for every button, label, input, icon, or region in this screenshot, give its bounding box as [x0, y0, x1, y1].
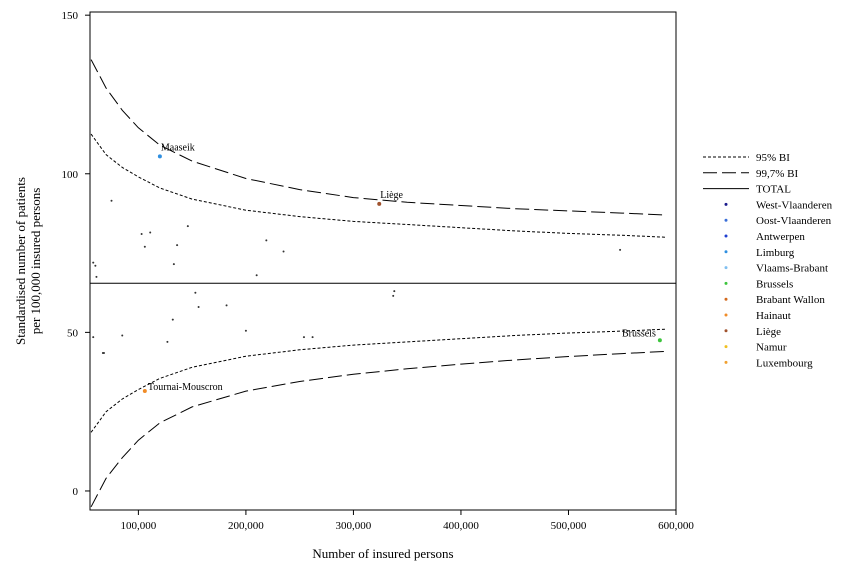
data-point: [392, 294, 395, 297]
x-tick-label: 400,000: [443, 520, 479, 532]
data-point-highlighted: [142, 389, 147, 394]
data-point-highlighted: [377, 201, 382, 206]
legend-label: Limburg: [756, 247, 795, 259]
legend-dot-swatch: [724, 234, 728, 238]
legend-dot-swatch: [724, 329, 728, 333]
legend: 95% BI 99,7% BI TOTAL West-Vlaanderen Oost-V…: [703, 152, 833, 369]
data-point: [110, 199, 113, 202]
legend-dot-swatch: [724, 266, 728, 270]
data-point: [255, 274, 258, 277]
data-point: [282, 250, 285, 253]
plot-frame: [89, 11, 677, 511]
legend-label: TOTAL: [756, 184, 791, 196]
legend-label: Brussels: [756, 278, 793, 290]
legend-label: Antwerpen: [756, 231, 805, 243]
legend-dot-swatch: [724, 250, 728, 254]
data-point: [92, 336, 95, 339]
data-point: [92, 261, 95, 264]
data-point: [172, 263, 175, 266]
data-point: [95, 275, 98, 278]
data-point: [302, 336, 305, 339]
x-axis-label: Number of insured persons: [312, 546, 453, 561]
ci997-lower-line: [90, 350, 666, 508]
data-point-label: Liège: [380, 190, 403, 201]
x-tick-label: 100,000: [121, 520, 157, 532]
data-point: [102, 351, 105, 354]
data-point: [166, 340, 169, 343]
y-axis-label-line-2: per 100,000 insured persons: [28, 188, 43, 335]
data-point-highlighted: [657, 338, 662, 343]
x-tick-label: 300,000: [336, 520, 372, 532]
ci997-upper-line: [90, 59, 666, 216]
data-point: [176, 244, 179, 247]
legend-dot-swatch: [724, 345, 728, 349]
x-tick-label: 600,000: [658, 520, 694, 532]
y-tick-label: 0: [73, 486, 79, 498]
legend-label: Brabant Wallon: [756, 294, 825, 306]
data-point: [311, 336, 314, 339]
data-point: [143, 245, 146, 248]
legend-label: Oost-Vlaanderen: [756, 215, 832, 227]
data-point: [94, 264, 97, 267]
x-tick-label: 200,000: [228, 520, 264, 532]
ci95-upper-line: [90, 133, 666, 238]
x-axis: 100,000 200,000 300,000 400,000 500,000 600,0…: [121, 510, 694, 532]
data-point: [265, 239, 268, 242]
data-point-label: Maaseik: [161, 142, 195, 153]
legend-label: Luxembourg: [756, 357, 813, 369]
legend-label: 99,7% BI: [756, 168, 799, 180]
legend-label: West-Vlaanderen: [756, 199, 833, 211]
plot-area: Maaseik Liège Brussels Tournai-Mouscron: [90, 59, 676, 508]
data-point: [121, 334, 124, 337]
data-point-label: Brussels: [622, 328, 656, 339]
y-axis: 0 50 100 150: [62, 10, 90, 498]
data-point: [140, 233, 143, 236]
legend-dot-swatch: [724, 218, 728, 222]
y-tick-label: 150: [62, 10, 79, 22]
y-axis-label: Standardised number of patients per 100,…: [13, 177, 43, 345]
legend-label: Namur: [756, 342, 787, 354]
data-point: [186, 225, 189, 228]
legend-label: Hainaut: [756, 310, 791, 322]
data-point: [393, 290, 396, 293]
legend-label: Liège: [756, 326, 781, 338]
data-point-label: Tournai-Mouscron: [148, 382, 223, 393]
data-point: [149, 231, 152, 234]
ci95-lower-line: [90, 328, 666, 433]
legend-dot-swatch: [724, 360, 728, 364]
legend-label: 95% BI: [756, 152, 790, 164]
y-tick-label: 50: [67, 327, 79, 339]
legend-label: Vlaams-Brabant: [756, 263, 828, 275]
data-point: [225, 304, 228, 307]
legend-dot-swatch: [724, 313, 728, 317]
y-axis-label-line-1: Standardised number of patients: [13, 177, 28, 345]
legend-dot-swatch: [724, 202, 728, 206]
data-point: [619, 248, 622, 251]
x-tick-label: 500,000: [551, 520, 587, 532]
data-point: [194, 291, 197, 294]
data-point: [171, 318, 174, 321]
data-point-highlighted: [157, 154, 162, 159]
legend-dot-swatch: [724, 281, 728, 285]
legend-dot-swatch: [724, 297, 728, 301]
data-point: [197, 305, 200, 308]
data-point: [244, 329, 247, 332]
y-tick-label: 100: [62, 169, 79, 181]
